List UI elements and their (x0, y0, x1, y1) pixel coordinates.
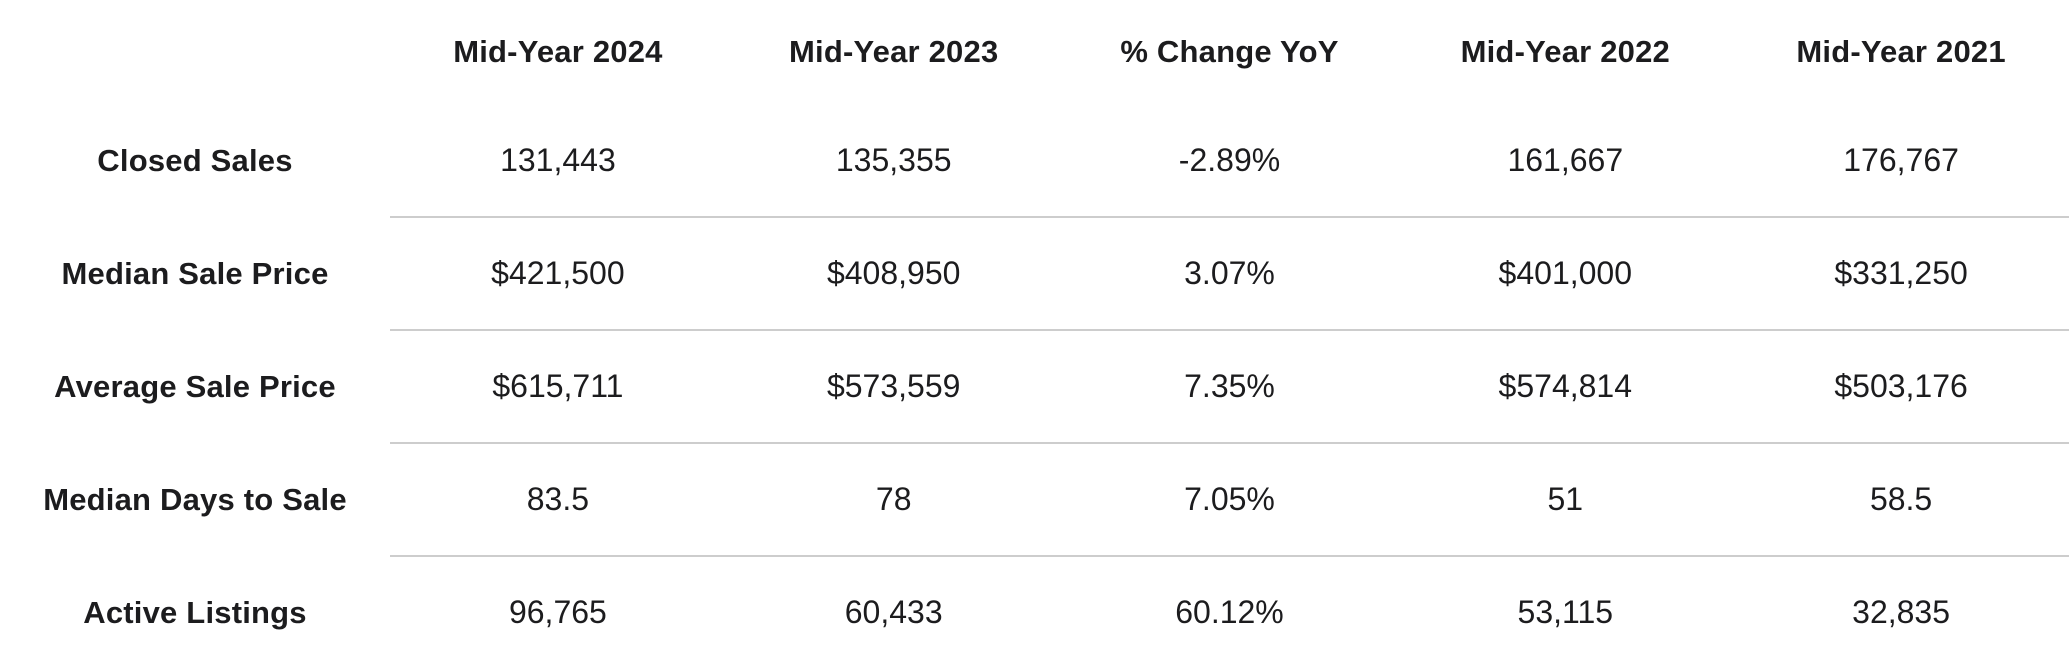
data-cell: 7.05% (1184, 481, 1275, 517)
data-cell: 131,443 (500, 142, 616, 178)
data-cell: 176,767 (1843, 142, 1959, 178)
table-row-closed-sales: Closed Sales 131,443 135,355 -2.89% 161,… (0, 104, 2069, 217)
data-cell: 7.35% (1184, 368, 1275, 404)
data-cell: 96,765 (508, 594, 607, 630)
header-row: Mid-Year 2024 Mid-Year 2023 % Change YoY… (0, 0, 2069, 104)
data-cell: 51 (1547, 481, 1584, 517)
data-cell: 83.5 (526, 481, 590, 517)
column-header-mid-year-2022: Mid-Year 2022 (1460, 34, 1670, 69)
data-cell: 78 (875, 481, 912, 517)
column-header-mid-year-2021: Mid-Year 2021 (1796, 34, 2006, 69)
row-divider (390, 329, 2069, 331)
row-label: Median Days to Sale (43, 481, 347, 517)
data-cell: 32,835 (1852, 594, 1951, 630)
data-cell: $503,176 (1834, 368, 1968, 404)
row-divider (390, 442, 2069, 444)
data-cell: $573,559 (826, 368, 961, 404)
data-cell: $408,950 (826, 255, 961, 291)
column-header-mid-year-2024: Mid-Year 2024 (453, 34, 663, 69)
row-label: Active Listings (83, 594, 307, 630)
data-cell: 3.07% (1184, 255, 1275, 291)
table-row-median-sale-price: Median Sale Price $421,500 $408,950 3.07… (0, 217, 2069, 330)
row-divider (390, 216, 2069, 218)
data-cell: $615,711 (492, 368, 624, 404)
data-cell: $331,250 (1834, 255, 1968, 291)
data-cell: 60,433 (844, 594, 943, 630)
row-label: Median Sale Price (61, 255, 329, 291)
data-cell: 60.12% (1175, 594, 1284, 630)
data-cell: $421,500 (491, 255, 625, 291)
row-divider (390, 555, 2069, 557)
data-cell: 58.5 (1869, 481, 1933, 517)
data-cell: $574,814 (1498, 368, 1633, 404)
column-header-mid-year-2023: Mid-Year 2023 (789, 34, 999, 69)
data-cell: 135,355 (835, 142, 952, 178)
data-cell: $401,000 (1498, 255, 1633, 291)
table-row-median-days-to-sale: Median Days to Sale 83.5 78 7.05% 51 58.… (0, 443, 2069, 556)
row-label: Closed Sales (97, 142, 293, 178)
data-cell: 161,667 (1507, 142, 1624, 178)
data-cell: 53,115 (1517, 594, 1614, 630)
table-row-active-listings: Active Listings 96,765 60,433 60.12% 53,… (0, 556, 2069, 650)
data-cell: -2.89% (1178, 142, 1281, 178)
table-row-average-sale-price: Average Sale Price $615,711 $573,559 7.3… (0, 330, 2069, 443)
row-label: Average Sale Price (54, 368, 336, 404)
column-header-pct-change-yoy: % Change YoY (1120, 34, 1339, 69)
